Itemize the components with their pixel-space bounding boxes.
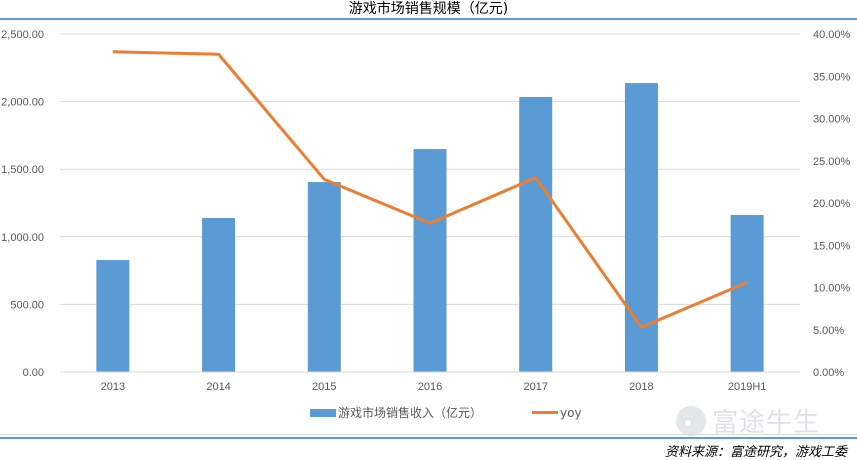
x-axis-tick: 2019H1 — [728, 381, 767, 393]
right-axis-tick: 10.00% — [813, 283, 851, 295]
line-swatch-icon — [532, 411, 559, 414]
bottom-gray-divider — [0, 434, 857, 435]
bar — [730, 215, 764, 372]
right-axis-tick: 15.00% — [813, 240, 851, 252]
top-divider — [0, 18, 857, 20]
bar-swatch-icon — [310, 408, 336, 417]
right-axis-tick: 20.00% — [813, 198, 851, 210]
legend-label-yoy: yoy — [560, 405, 582, 420]
watermark-text: 富途牛生 — [712, 408, 821, 438]
bar — [307, 182, 341, 372]
futu-logo-icon — [676, 405, 706, 436]
left-axis-tick: 2,500.00 — [1, 29, 44, 41]
right-axis-tick: 0.00% — [813, 367, 844, 379]
left-axis-tick: 1,000.00 — [1, 232, 44, 244]
left-axis-tick: 0.00 — [23, 367, 44, 379]
watermark: 富途牛生 — [676, 402, 820, 439]
x-axis-tick: 2014 — [206, 381, 230, 393]
x-axis-tick: 2016 — [418, 381, 442, 393]
yoy-line — [112, 50, 748, 329]
combo-chart: 0.00 500.00 1,000.00 1,500.00 2,000.00 2,500.… — [1, 29, 851, 393]
bar — [519, 97, 553, 372]
chart-title: 游戏市场销售规模（亿元) — [348, 1, 509, 17]
right-axis-tick: 30.00% — [813, 114, 851, 126]
bottom-divider — [0, 437, 857, 439]
legend-item-yoy: yoy — [532, 406, 582, 420]
left-axis-tick: 2,000.00 — [1, 97, 44, 109]
right-axis-tick: 35.00% — [813, 71, 851, 83]
right-axis-tick: 25.00% — [813, 156, 851, 168]
right-axis-tick: 5.00% — [813, 325, 844, 337]
bar — [96, 260, 130, 372]
right-axis-tick: 40.00% — [813, 29, 851, 41]
left-axis-tick: 1,500.00 — [1, 164, 44, 176]
x-axis-tick: 2015 — [312, 381, 336, 393]
source-note: 资料来源：富途研究，游戏工委 — [664, 445, 847, 460]
x-axis-tick: 2013 — [101, 381, 125, 393]
left-axis-tick: 500.00 — [10, 299, 44, 311]
bar — [202, 218, 236, 372]
x-axis-tick: 2018 — [629, 381, 653, 393]
x-axis-tick: 2017 — [523, 381, 547, 393]
legend-label-revenue: 游戏市场销售收入（亿元） — [338, 406, 483, 420]
bar — [413, 149, 447, 372]
legend-item-revenue: 游戏市场销售收入（亿元） — [310, 404, 482, 421]
legend: 游戏市场销售收入（亿元） yoy — [310, 404, 632, 421]
